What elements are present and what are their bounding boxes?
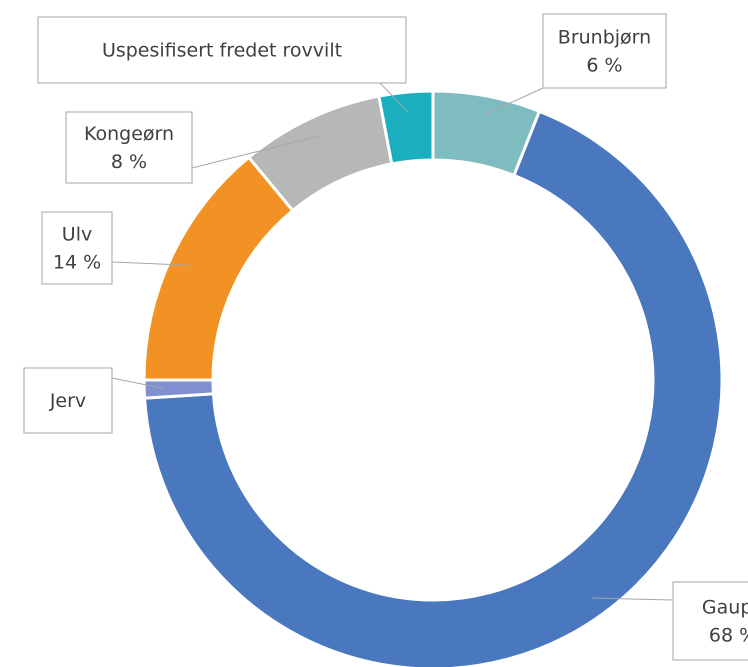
value-label: 6 % (586, 55, 622, 77)
category-label: Kongeørn (84, 123, 174, 145)
value-label: 8 % (111, 151, 147, 173)
leader-line (191, 135, 319, 169)
slice (142, 155, 295, 382)
category-label: Brunbjørn (558, 27, 651, 49)
category-label: Jerv (49, 390, 86, 412)
leader-line (111, 261, 190, 266)
label-box (672, 581, 748, 661)
leader-line (379, 82, 408, 113)
category-label: Uspesifisert fredet rovvilt (102, 40, 342, 62)
slices (142, 89, 724, 667)
leader-line (591, 597, 674, 601)
category-label: Ulv (62, 224, 92, 246)
label-box (65, 111, 193, 184)
label-box (41, 211, 113, 285)
slice (142, 378, 216, 400)
label-box (23, 367, 113, 434)
slice (377, 89, 435, 166)
slice (142, 109, 724, 667)
value-label: 68 % (709, 625, 748, 647)
category-label: Gaupe (702, 597, 748, 619)
label-box (37, 16, 407, 84)
leader-line (483, 87, 544, 116)
leader-line (111, 377, 164, 389)
value-label: 14 % (53, 252, 101, 274)
label-box (542, 13, 667, 89)
